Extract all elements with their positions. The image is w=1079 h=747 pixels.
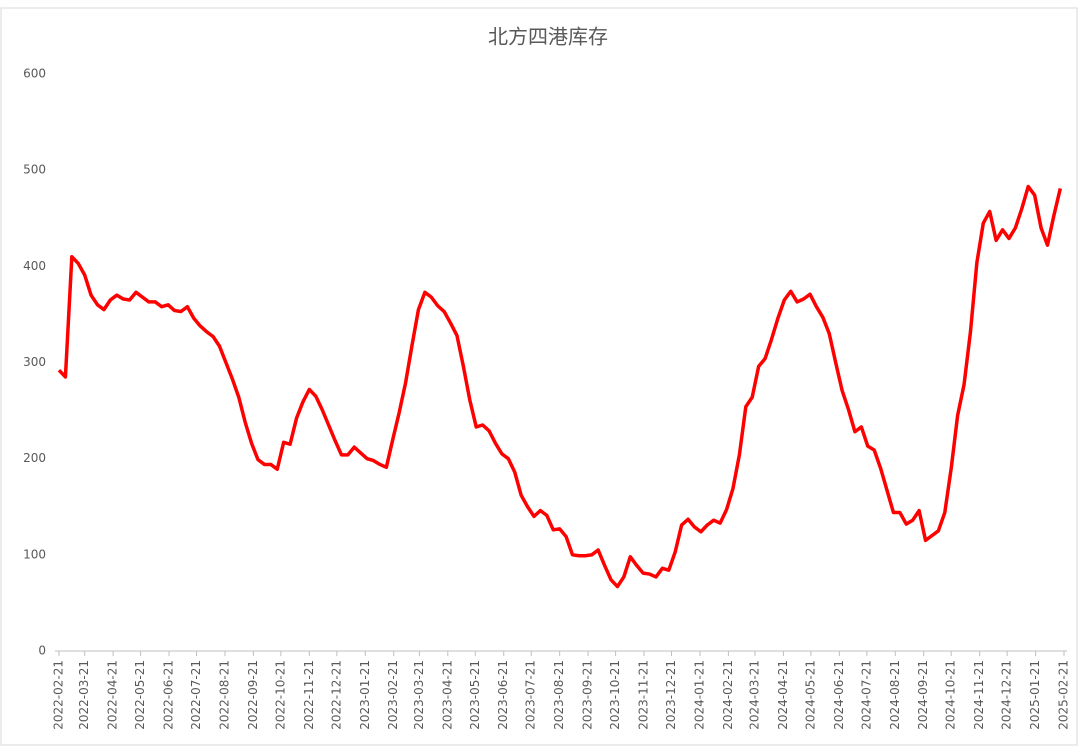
- y-tick-label: 300: [23, 355, 46, 369]
- x-tick-label: 2023-07-21: [524, 660, 538, 730]
- x-tick-label: 2023-01-21: [358, 660, 372, 730]
- x-tick-label: 2023-09-21: [581, 660, 595, 730]
- x-tick-label: 2024-09-21: [916, 660, 930, 730]
- x-tick-label: 2023-04-21: [440, 660, 454, 730]
- y-tick-label: 200: [23, 451, 46, 465]
- x-tick-label: 2024-07-21: [859, 660, 873, 730]
- x-tick-label: 2023-08-21: [552, 660, 566, 730]
- x-tick-label: 2023-11-21: [637, 660, 651, 730]
- x-tick-label: 2024-03-21: [747, 660, 761, 730]
- x-tick-label: 2022-02-21: [52, 660, 66, 730]
- chart-title: 北方四港库存: [488, 25, 608, 49]
- x-tick-label: 2023-12-21: [664, 660, 678, 730]
- x-tick-label: 2025-01-21: [1028, 660, 1042, 730]
- y-tick-label: 0: [38, 644, 46, 658]
- y-tick-label: 400: [23, 259, 46, 273]
- y-tick-label: 600: [23, 67, 46, 81]
- x-tick-label: 2023-03-21: [412, 660, 426, 730]
- x-tick-label: 2023-05-21: [468, 660, 482, 730]
- chart-frame: [0, 7, 1078, 746]
- x-tick-label: 2022-04-21: [106, 660, 120, 730]
- x-tick-label: 2022-06-21: [162, 660, 176, 730]
- x-tick-label: 2024-06-21: [832, 660, 846, 730]
- x-tick-label: 2024-08-21: [888, 660, 902, 730]
- y-tick-label: 100: [23, 547, 46, 561]
- x-tick-label: 2023-06-21: [496, 660, 510, 730]
- x-tick-label: 2022-11-21: [302, 660, 316, 730]
- x-tick-label: 2022-12-21: [329, 660, 343, 730]
- x-tick-label: 2024-04-21: [776, 660, 790, 730]
- x-tick-label: 2023-10-21: [608, 660, 622, 730]
- x-tick-label: 2022-09-21: [246, 660, 260, 730]
- data-line: [57, 184, 1063, 589]
- x-tick-label: 2023-02-21: [386, 660, 400, 730]
- x-tick-label: 2024-02-21: [721, 660, 735, 730]
- x-tick-label: 2022-10-21: [273, 660, 287, 730]
- x-tick-label: 2024-01-21: [692, 660, 706, 730]
- x-tick-label: 2022-05-21: [133, 660, 147, 730]
- x-tick-label: 2022-07-21: [189, 660, 203, 730]
- x-tick-label: 2022-03-21: [77, 660, 91, 730]
- x-tick-label: 2024-12-21: [1000, 660, 1014, 730]
- x-tick-label: 2024-10-21: [944, 660, 958, 730]
- x-tick-label: 2025-02-21: [1057, 660, 1071, 730]
- y-tick-label: 500: [23, 163, 46, 177]
- x-tick-label: 2024-11-21: [972, 660, 986, 730]
- x-tick-label: 2022-08-21: [217, 660, 231, 730]
- x-tick-label: 2024-05-21: [803, 660, 817, 730]
